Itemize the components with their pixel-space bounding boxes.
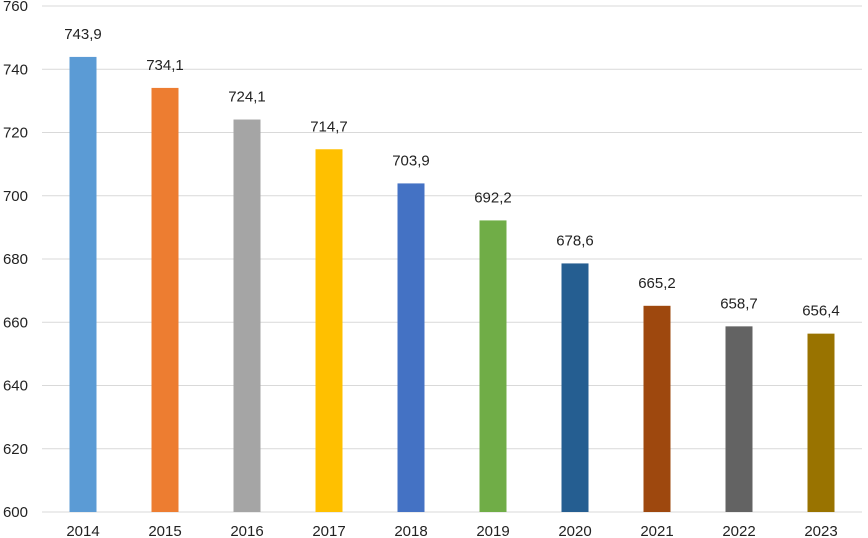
x-tick-label: 2017: [312, 523, 345, 538]
x-tick-label: 2023: [804, 523, 837, 538]
data-label-2018: 703,9: [392, 152, 430, 169]
bar-2023: [807, 333, 835, 512]
y-tick-label: 700: [3, 188, 28, 205]
data-label-2016: 724,1: [228, 89, 266, 106]
x-tick-label: 2022: [722, 523, 755, 538]
data-label-2022: 658,7: [720, 295, 758, 312]
x-tick-label: 2015: [148, 523, 181, 538]
y-tick-label: 720: [3, 125, 28, 142]
y-tick-label: 680: [3, 251, 28, 268]
data-label-2015: 734,1: [146, 57, 184, 74]
x-tick-label: 2018: [394, 523, 427, 538]
y-axis: 600 620 640 660 680 700 720 740 760: [3, 0, 28, 521]
bar-2018: [397, 183, 425, 512]
gridlines: [42, 5, 862, 513]
data-label-2021: 665,2: [638, 275, 676, 292]
x-tick-label: 2016: [230, 523, 263, 538]
bar-2017: [315, 149, 343, 513]
data-label-2017: 714,7: [310, 118, 348, 135]
x-tick-label: 2020: [558, 523, 591, 538]
y-tick-label: 760: [3, 0, 28, 15]
bar-2022: [725, 326, 753, 512]
y-tick-label: 600: [3, 504, 28, 521]
data-label-2020: 678,6: [556, 232, 594, 249]
x-tick-label: 2021: [640, 523, 673, 538]
y-tick-label: 620: [3, 441, 28, 458]
bar-2020: [561, 263, 589, 512]
bar-2014: [69, 56, 97, 512]
bar-2019: [479, 220, 507, 513]
x-tick-label: 2014: [66, 523, 99, 538]
data-label-2014: 743,9: [64, 26, 102, 43]
x-tick-label: 2019: [476, 523, 509, 538]
bars: [69, 56, 835, 513]
data-label-2023: 656,4: [802, 303, 840, 320]
data-labels: 743,9 734,1 724,1 714,7 703,9 692,2 678,6 665,2…: [64, 26, 840, 320]
x-axis: 2014 2015 2016 2017 2018 2019 2020 2021 2022 2023: [66, 523, 837, 538]
y-tick-label: 660: [3, 314, 28, 331]
bar-2015: [151, 87, 179, 512]
data-label-2019: 692,2: [474, 189, 512, 206]
y-tick-label: 640: [3, 378, 28, 395]
bar-2016: [233, 119, 261, 512]
bar-2021: [643, 305, 671, 512]
y-tick-label: 740: [3, 61, 28, 78]
